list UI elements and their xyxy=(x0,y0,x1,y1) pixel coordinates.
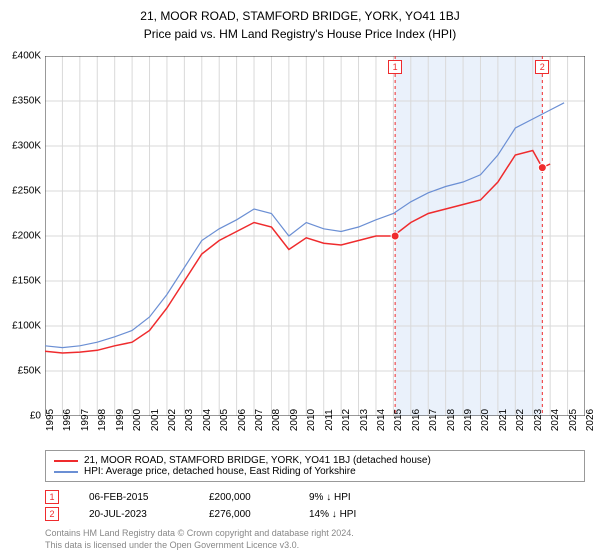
footer-attribution: Contains HM Land Registry data © Crown c… xyxy=(45,528,354,551)
x-axis-label: 2023 xyxy=(533,409,544,431)
sale-date: 06-FEB-2015 xyxy=(89,492,179,503)
sale-marker-box: 2 xyxy=(45,507,59,521)
x-axis-label: 1995 xyxy=(45,409,56,431)
x-axis-label: 2019 xyxy=(463,409,474,431)
sale-marker-box: 1 xyxy=(45,490,59,504)
y-axis-label: £250K xyxy=(12,186,41,197)
x-axis-label: 2017 xyxy=(428,409,439,431)
footer-line: This data is licensed under the Open Gov… xyxy=(45,540,354,552)
x-axis-label: 2022 xyxy=(515,409,526,431)
marker-label: 2 xyxy=(535,60,549,74)
chart-container: 21, MOOR ROAD, STAMFORD BRIDGE, YORK, YO… xyxy=(0,0,600,560)
x-axis-label: 1999 xyxy=(115,409,126,431)
sale-diff: 14% ↓ HPI xyxy=(309,509,356,520)
sale-diff: 9% ↓ HPI xyxy=(309,492,351,503)
y-axis-label: £0 xyxy=(30,411,41,422)
y-axis-label: £100K xyxy=(12,321,41,332)
marker-label: 1 xyxy=(388,60,402,74)
sale-row: 2 20-JUL-2023 £276,000 14% ↓ HPI xyxy=(45,507,356,521)
y-axis-label: £200K xyxy=(12,231,41,242)
x-axis-label: 2024 xyxy=(550,409,561,431)
x-axis-label: 2000 xyxy=(132,409,143,431)
y-axis-label: £300K xyxy=(12,141,41,152)
chart-title: 21, MOOR ROAD, STAMFORD BRIDGE, YORK, YO… xyxy=(0,0,600,25)
x-axis-label: 2014 xyxy=(376,409,387,431)
x-axis-label: 2004 xyxy=(202,409,213,431)
chart-plot-area: £0£50K£100K£150K£200K£250K£300K£350K£400… xyxy=(45,56,585,416)
x-axis-label: 2006 xyxy=(237,409,248,431)
x-axis-label: 2007 xyxy=(254,409,265,431)
legend-swatch xyxy=(54,460,78,462)
x-axis-label: 2016 xyxy=(411,409,422,431)
sales-table: 1 06-FEB-2015 £200,000 9% ↓ HPI 2 20-JUL-2023… xyxy=(45,490,356,524)
x-axis-label: 2002 xyxy=(167,409,178,431)
x-axis-label: 2018 xyxy=(446,409,457,431)
chart-svg xyxy=(45,56,585,416)
x-axis-label: 2015 xyxy=(393,409,404,431)
sale-date: 20-JUL-2023 xyxy=(89,509,179,520)
footer-line: Contains HM Land Registry data © Crown c… xyxy=(45,528,354,540)
x-axis-label: 2003 xyxy=(184,409,195,431)
legend-label: 21, MOOR ROAD, STAMFORD BRIDGE, YORK, YO… xyxy=(84,455,431,466)
x-axis-label: 2005 xyxy=(219,409,230,431)
x-axis-label: 2009 xyxy=(289,409,300,431)
x-axis-label: 1998 xyxy=(97,409,108,431)
x-axis-label: 2012 xyxy=(341,409,352,431)
y-axis-label: £150K xyxy=(12,276,41,287)
sale-row: 1 06-FEB-2015 £200,000 9% ↓ HPI xyxy=(45,490,356,504)
y-axis-label: £50K xyxy=(18,366,41,377)
x-axis-label: 1997 xyxy=(80,409,91,431)
x-axis-label: 2011 xyxy=(324,409,335,431)
y-axis-label: £400K xyxy=(12,51,41,62)
legend-item: 21, MOOR ROAD, STAMFORD BRIDGE, YORK, YO… xyxy=(54,455,576,466)
x-axis-label: 2010 xyxy=(306,409,317,431)
x-axis-label: 2001 xyxy=(150,409,161,431)
x-axis-label: 2026 xyxy=(585,409,596,431)
chart-subtitle: Price paid vs. HM Land Registry's House … xyxy=(0,25,600,41)
x-axis-label: 2013 xyxy=(359,409,370,431)
y-axis-label: £350K xyxy=(12,96,41,107)
sale-price: £200,000 xyxy=(209,492,279,503)
legend-label: HPI: Average price, detached house, East… xyxy=(84,466,356,477)
legend-swatch xyxy=(54,471,78,473)
x-axis-label: 2021 xyxy=(498,409,509,431)
x-axis-label: 2020 xyxy=(480,409,491,431)
x-axis-label: 2025 xyxy=(568,409,579,431)
x-axis-label: 1996 xyxy=(62,409,73,431)
legend: 21, MOOR ROAD, STAMFORD BRIDGE, YORK, YO… xyxy=(45,450,585,482)
legend-item: HPI: Average price, detached house, East… xyxy=(54,466,576,477)
x-axis-label: 2008 xyxy=(271,409,282,431)
sale-price: £276,000 xyxy=(209,509,279,520)
